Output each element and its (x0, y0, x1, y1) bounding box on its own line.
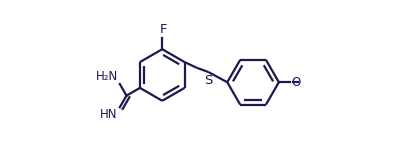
Text: H₂N: H₂N (96, 70, 118, 83)
Text: HN: HN (100, 108, 118, 121)
Text: S: S (204, 74, 213, 87)
Text: O: O (291, 76, 301, 89)
Text: F: F (160, 23, 167, 36)
